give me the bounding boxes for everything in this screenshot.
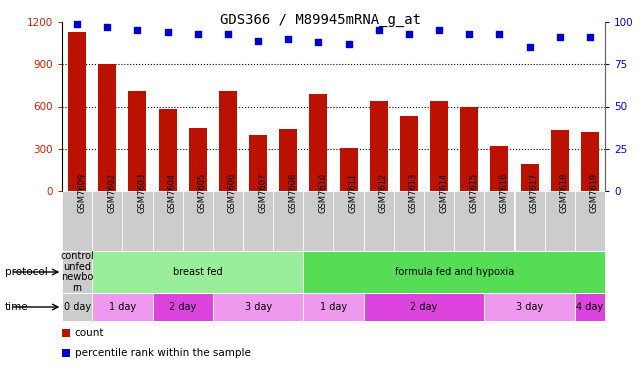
Bar <box>400 116 418 191</box>
Text: GSM7612: GSM7612 <box>379 173 388 213</box>
Text: GSM7613: GSM7613 <box>409 173 418 213</box>
Bar <box>424 191 454 251</box>
Bar <box>551 130 569 191</box>
Point <box>223 31 233 37</box>
Bar <box>243 191 273 251</box>
Text: time: time <box>5 302 29 312</box>
Text: GSM7619: GSM7619 <box>590 173 599 213</box>
Bar <box>303 251 605 293</box>
Bar <box>92 293 153 321</box>
Point <box>162 29 172 35</box>
Bar <box>213 191 243 251</box>
Text: GSM7614: GSM7614 <box>439 173 448 213</box>
Bar <box>62 293 92 321</box>
Bar <box>490 146 508 191</box>
Text: GSM7616: GSM7616 <box>499 173 508 213</box>
Bar <box>340 148 358 191</box>
Bar <box>485 191 515 251</box>
Point <box>72 21 82 27</box>
Point <box>132 27 142 33</box>
Bar <box>153 191 183 251</box>
Bar <box>62 191 92 251</box>
Bar <box>62 251 92 293</box>
Bar <box>188 128 207 191</box>
Text: 4 day: 4 day <box>576 302 603 312</box>
Text: 1 day: 1 day <box>109 302 136 312</box>
Point <box>374 27 384 33</box>
Text: control
unfed
newbo
rn: control unfed newbo rn <box>60 251 94 293</box>
Point <box>494 31 504 37</box>
Point <box>344 41 354 47</box>
Bar <box>303 293 363 321</box>
Point <box>404 31 414 37</box>
Text: count: count <box>75 328 104 338</box>
Bar <box>158 109 177 191</box>
Bar <box>485 293 575 321</box>
Text: GSM7604: GSM7604 <box>167 173 176 213</box>
Point <box>253 38 263 44</box>
Point <box>283 36 294 42</box>
Text: GSM7609: GSM7609 <box>77 173 86 213</box>
Bar <box>581 132 599 191</box>
Bar <box>128 91 146 191</box>
Text: GSM7606: GSM7606 <box>228 173 237 213</box>
Bar <box>515 191 545 251</box>
Bar <box>249 135 267 191</box>
Bar <box>575 191 605 251</box>
Point <box>193 31 203 37</box>
Text: GSM7611: GSM7611 <box>349 173 358 213</box>
Bar <box>545 191 575 251</box>
Bar <box>183 191 213 251</box>
Point <box>434 27 444 33</box>
Bar <box>430 101 448 191</box>
Text: GSM7617: GSM7617 <box>529 173 538 213</box>
Bar <box>92 251 303 293</box>
Bar <box>310 94 328 191</box>
Text: GSM7605: GSM7605 <box>198 173 207 213</box>
Bar <box>303 191 333 251</box>
Bar <box>122 191 153 251</box>
Bar <box>454 191 485 251</box>
Text: 1 day: 1 day <box>320 302 347 312</box>
Bar <box>219 91 237 191</box>
Bar <box>520 164 538 191</box>
Bar <box>460 107 478 191</box>
Text: 0 day: 0 day <box>63 302 90 312</box>
Bar <box>213 293 303 321</box>
Point <box>554 34 565 40</box>
Text: formula fed and hypoxia: formula fed and hypoxia <box>395 267 514 277</box>
Text: 3 day: 3 day <box>516 302 543 312</box>
Text: GSM7618: GSM7618 <box>560 173 569 213</box>
Text: GSM7610: GSM7610 <box>319 173 328 213</box>
Text: 2 day: 2 day <box>169 302 196 312</box>
Bar <box>370 101 388 191</box>
Text: GDS366 / M89945mRNA_g_at: GDS366 / M89945mRNA_g_at <box>220 13 421 27</box>
Point <box>313 40 324 45</box>
Bar <box>273 191 303 251</box>
Point <box>585 34 595 40</box>
Text: GSM7615: GSM7615 <box>469 173 478 213</box>
Bar <box>575 293 605 321</box>
Bar <box>92 191 122 251</box>
Text: GSM7603: GSM7603 <box>137 173 146 213</box>
Bar <box>153 293 213 321</box>
Point <box>102 24 112 30</box>
Bar <box>394 191 424 251</box>
Bar <box>363 293 485 321</box>
Text: GSM7608: GSM7608 <box>288 173 297 213</box>
Text: 3 day: 3 day <box>244 302 272 312</box>
Point <box>464 31 474 37</box>
Bar <box>68 32 86 191</box>
Bar <box>363 191 394 251</box>
Text: percentile rank within the sample: percentile rank within the sample <box>75 348 251 358</box>
Text: GSM7602: GSM7602 <box>107 173 116 213</box>
Point <box>524 44 535 50</box>
Text: 2 day: 2 day <box>410 302 438 312</box>
Text: protocol: protocol <box>5 267 48 277</box>
Text: GSM7607: GSM7607 <box>258 173 267 213</box>
Bar <box>333 191 363 251</box>
Text: breast fed: breast fed <box>173 267 222 277</box>
Bar <box>279 129 297 191</box>
Bar <box>98 64 116 191</box>
